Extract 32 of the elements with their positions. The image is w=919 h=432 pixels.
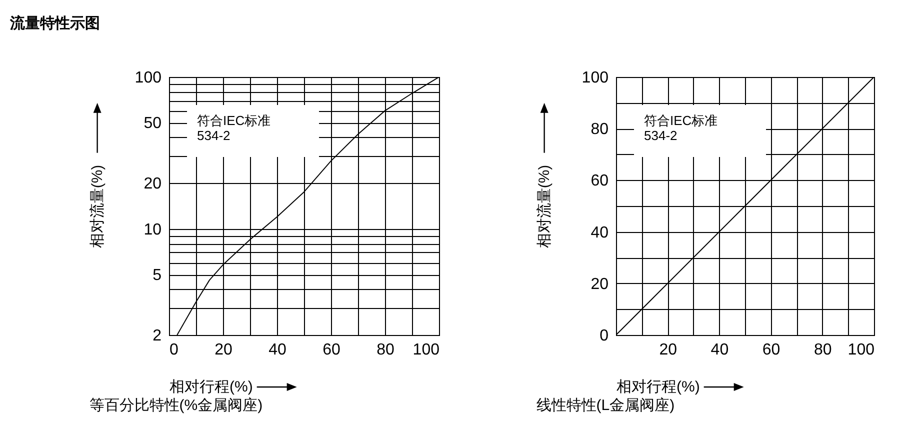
x-tick-label: 60 xyxy=(322,342,340,358)
x-tick-label: 100 xyxy=(848,342,875,358)
x-axis-title: 相对行程(%) xyxy=(616,378,700,396)
y-tick-label: 10 xyxy=(144,221,162,238)
x-tick-label: 80 xyxy=(376,342,394,358)
x-tick-label: 0 xyxy=(170,342,178,358)
chart-title: 流量特性示图 xyxy=(10,14,100,33)
y-tick-label: 40 xyxy=(590,224,609,242)
y-tick-label: 5 xyxy=(152,267,162,284)
text: 等百分比特性(%金属阀座) xyxy=(89,397,263,414)
y-tick-label: 100 xyxy=(582,70,609,86)
x-tick-label: 40 xyxy=(710,342,729,358)
y-tick-label: 100 xyxy=(134,70,162,86)
x-tick-label: 40 xyxy=(268,342,286,358)
y-tick-label: 50 xyxy=(144,115,162,132)
annotation: 符合IEC标准 534-2 xyxy=(644,113,718,143)
y-tick-label: 20 xyxy=(144,176,162,193)
y-axis-title: 相对流量(%) xyxy=(536,164,553,248)
x-tick-label: 20 xyxy=(659,342,678,358)
x-axis-title: 相对行程(%) xyxy=(170,378,253,396)
y-tick-label: 2 xyxy=(152,328,162,344)
x-tick-label: 100 xyxy=(412,342,440,358)
text: 线性特性(L金属阀座) xyxy=(536,397,675,414)
y-tick-label: 20 xyxy=(590,276,609,293)
x-tick-label: 20 xyxy=(214,342,232,358)
annotation: 符合IEC标准 534-2 xyxy=(197,113,271,143)
y-tick-label: 60 xyxy=(590,172,609,190)
x-tick-label: 80 xyxy=(814,342,832,358)
y-tick-label: 0 xyxy=(600,328,609,344)
y-tick-label: 80 xyxy=(590,121,609,138)
x-tick-label: 60 xyxy=(762,342,780,358)
y-axis-title: 相对流量(%) xyxy=(88,164,106,248)
